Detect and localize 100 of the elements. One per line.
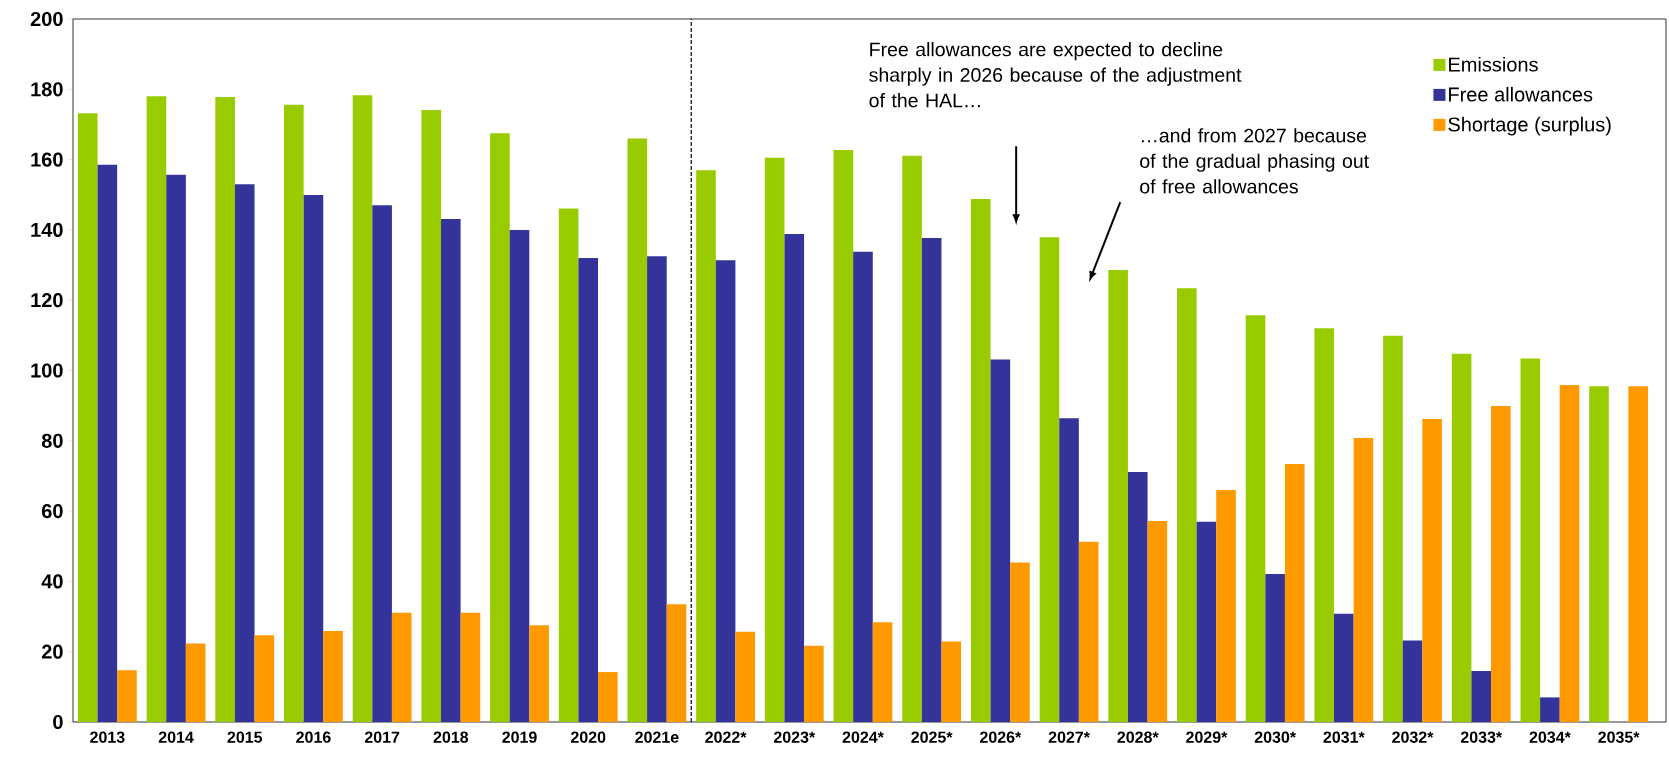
x-tick-label: 2015	[227, 731, 263, 743]
x-tick-label: 2014	[158, 731, 194, 743]
bar	[1589, 386, 1609, 722]
bar	[598, 672, 618, 722]
bar	[1471, 671, 1492, 722]
bar	[1491, 406, 1511, 722]
bar	[853, 251, 873, 722]
x-tick-label: 2013	[90, 731, 125, 743]
bar	[166, 174, 186, 722]
bar	[1108, 269, 1128, 722]
annotation: Free allowances are expected to decline sharply in 2026 because of the adjustment of the HAL…	[869, 42, 1242, 108]
bar	[529, 625, 549, 722]
bar	[1284, 464, 1305, 722]
bar	[647, 256, 667, 722]
bar	[1520, 358, 1541, 722]
bar	[391, 612, 412, 722]
y-tick-label: 140	[31, 222, 63, 237]
bar	[421, 110, 442, 722]
bar	[1127, 472, 1148, 722]
bar	[352, 95, 373, 722]
bar	[1402, 640, 1423, 722]
bar	[185, 643, 206, 722]
bar	[1422, 419, 1442, 722]
x-tick-label: 2020	[570, 731, 606, 743]
bar	[1334, 613, 1354, 722]
bar	[441, 219, 461, 722]
bar	[1245, 315, 1266, 722]
y-tick-label: 200	[30, 11, 63, 27]
bar	[215, 97, 235, 722]
legend-label: Shortage (surplus)	[1448, 116, 1611, 136]
bar	[666, 604, 687, 722]
y-tick-label: 120	[31, 293, 63, 308]
x-tick-label: 2019	[502, 731, 537, 743]
x-tick-label: 2018	[433, 731, 469, 743]
bar	[627, 138, 648, 722]
bar	[117, 670, 137, 722]
bar	[303, 195, 324, 722]
bar	[1177, 288, 1197, 722]
annotation: …and from 2027 because of the gradual phasing out of free allowances	[1140, 128, 1369, 194]
bar	[1059, 418, 1079, 722]
x-tick-label: 2028*	[1117, 731, 1159, 743]
bar	[254, 635, 275, 722]
bar	[784, 234, 805, 722]
bar	[234, 184, 255, 722]
bar	[284, 104, 304, 722]
bar	[490, 133, 510, 722]
bar	[833, 150, 854, 722]
x-tick-label: 2016	[296, 731, 331, 743]
bar	[1628, 386, 1648, 722]
x-tick-label: 2032*	[1392, 731, 1434, 743]
bar	[990, 359, 1011, 722]
bar	[77, 113, 98, 722]
bar	[715, 260, 736, 722]
x-tick-label: 2021e	[635, 731, 679, 743]
bar	[764, 157, 785, 722]
bar	[1265, 574, 1285, 722]
x-tick-label: 2029*	[1186, 731, 1228, 743]
bar	[509, 229, 530, 722]
y-tick-label: 0	[53, 714, 63, 730]
bar	[97, 164, 118, 722]
bar	[1383, 335, 1403, 722]
x-tick-label: 2034*	[1529, 731, 1571, 743]
x-tick-label: 2035*	[1598, 731, 1640, 743]
bar	[372, 205, 392, 722]
bar	[970, 198, 991, 722]
x-tick-label: 2033*	[1460, 731, 1503, 743]
bar	[1196, 521, 1217, 722]
x-tick-label: 2030*	[1254, 731, 1297, 743]
y-tick-label: 20	[41, 644, 63, 659]
bar	[1451, 353, 1472, 722]
x-tick-label: 2017	[364, 731, 400, 743]
bar	[558, 208, 579, 722]
y-tick-label: 100	[31, 363, 63, 378]
legend-label: Emissions	[1449, 56, 1538, 72]
bar	[1540, 697, 1560, 722]
x-tick-label: 2023*	[773, 731, 816, 743]
bar	[146, 96, 167, 722]
bar	[902, 155, 922, 722]
x-tick-label: 2022*	[705, 731, 747, 743]
bar	[1039, 237, 1060, 722]
bar	[804, 645, 824, 722]
bar	[460, 612, 481, 722]
y-tick-label: 40	[41, 574, 63, 589]
y-tick-label: 180	[31, 82, 63, 97]
x-tick-label: 2031*	[1323, 731, 1365, 743]
y-tick-label: 60	[41, 504, 63, 519]
bar	[578, 258, 598, 722]
legend-label: Free allowances	[1449, 86, 1593, 102]
bar	[1216, 490, 1236, 722]
bar	[735, 631, 755, 722]
x-tick-label: 2024*	[842, 731, 884, 743]
bar	[941, 641, 962, 722]
bar	[872, 622, 893, 722]
bar	[1010, 562, 1030, 722]
x-tick-label: 2026*	[980, 731, 1022, 743]
bar	[323, 630, 343, 722]
bar	[1314, 328, 1335, 722]
bar	[1078, 541, 1099, 722]
bar	[921, 237, 942, 722]
x-tick-label: 2027*	[1048, 731, 1090, 743]
